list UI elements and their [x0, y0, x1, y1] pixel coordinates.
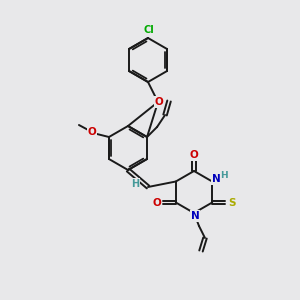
Text: H: H [131, 179, 139, 189]
Text: S: S [228, 197, 236, 208]
Text: O: O [154, 97, 164, 107]
Text: Cl: Cl [144, 25, 154, 35]
Text: O: O [152, 197, 161, 208]
Text: O: O [190, 150, 198, 160]
Text: N: N [212, 175, 220, 184]
Text: H: H [220, 171, 228, 180]
Text: O: O [88, 127, 96, 137]
Text: N: N [190, 211, 200, 221]
